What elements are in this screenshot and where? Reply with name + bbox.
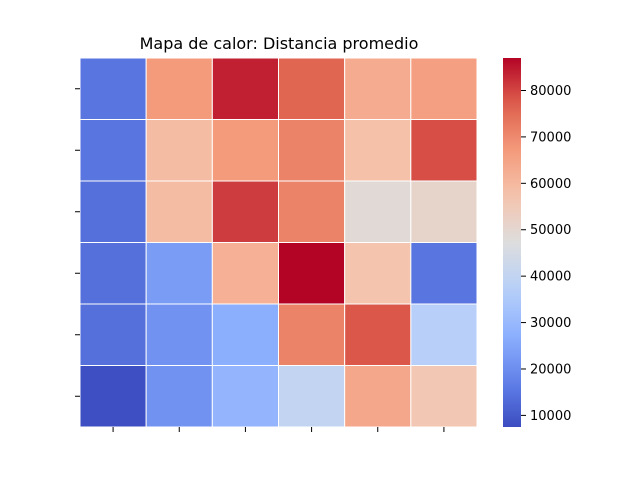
heatmap-cell (145, 180, 213, 243)
heatmap-cell (410, 365, 478, 428)
heatmap-cell (278, 365, 346, 428)
heatmap-cell (211, 365, 279, 428)
y-axis-ticks (75, 88, 80, 397)
heatmap-cell (79, 119, 147, 182)
heatmap-cell (211, 57, 279, 120)
colorbar (503, 58, 521, 427)
colorbar-tick-label: 10000 (530, 409, 571, 424)
chart-title: Mapa de calor: Distancia promedio (140, 34, 419, 53)
heatmap-cell (145, 242, 213, 305)
heatmap-cell (344, 242, 412, 305)
heatmap-cell (410, 303, 478, 366)
colorbar-tick-label: 40000 (530, 270, 571, 285)
heatmap-cells (79, 57, 478, 428)
heatmap-cell (211, 180, 279, 243)
colorbar-tick-label: 70000 (530, 130, 571, 145)
heatmap-cell (344, 303, 412, 366)
x-axis-ticks (112, 427, 445, 432)
colorbar-tick-label: 60000 (530, 177, 571, 192)
heatmap-cell (79, 365, 147, 428)
heatmap-cell (344, 365, 412, 428)
heatmap-cell (79, 242, 147, 305)
heatmap-cell (211, 119, 279, 182)
heatmap-cell (79, 57, 147, 120)
heatmap-cell (145, 119, 213, 182)
heatmap-cell (278, 242, 346, 305)
heatmap-cell (278, 119, 346, 182)
colorbar-tick-label: 30000 (530, 316, 571, 331)
heatmap-cell (79, 180, 147, 243)
heatmap-cell (211, 303, 279, 366)
heatmap-cell (410, 119, 478, 182)
colorbar-tick-label: 80000 (530, 84, 571, 99)
heatmap-cell (278, 57, 346, 120)
heatmap-cell (410, 242, 478, 305)
heatmap-cell (344, 180, 412, 243)
heatmap-cell (410, 180, 478, 243)
colorbar-ticks: 10000 20000 30000 40000 50000 60000 70000 80000 (521, 84, 571, 424)
colorbar-tick-label: 20000 (530, 362, 571, 377)
colorbar-tick-label: 50000 (530, 223, 571, 238)
heatmap-cell (145, 365, 213, 428)
heatmap-cell (410, 57, 478, 120)
heatmap-cell (145, 57, 213, 120)
heatmap-cell (278, 180, 346, 243)
heatmap-cell (344, 57, 412, 120)
heatmap-cell (211, 242, 279, 305)
heatmap-cell (344, 119, 412, 182)
heatmap-cell (79, 303, 147, 366)
heatmap-cell (278, 303, 346, 366)
heatmap-cell (145, 303, 213, 366)
